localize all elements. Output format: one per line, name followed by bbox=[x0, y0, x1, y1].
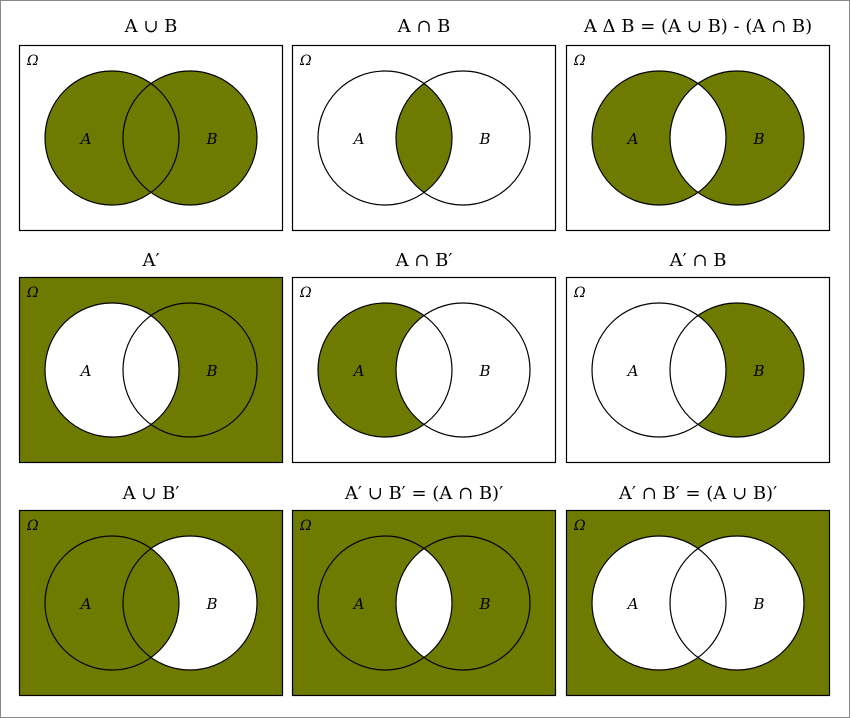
set-a-label: A bbox=[626, 595, 639, 613]
universe-border bbox=[18, 44, 284, 232]
venn-panel: Ω A B bbox=[18, 276, 284, 464]
set-a-label: A bbox=[352, 362, 365, 380]
intersection-region bbox=[670, 71, 726, 205]
set-a-label: A bbox=[352, 595, 365, 613]
panel-title: A′ ∪ B′ = (A ∩ B)′ bbox=[344, 483, 504, 504]
intersection-region bbox=[670, 303, 726, 437]
venn-panel: Ω A B bbox=[291, 44, 557, 232]
intersection-region bbox=[123, 71, 179, 205]
set-a-label: A bbox=[352, 130, 365, 148]
set-a-outline bbox=[44, 535, 180, 671]
set-a-outline bbox=[317, 70, 453, 206]
set-a-outline bbox=[317, 535, 453, 671]
set-a-outline bbox=[591, 535, 727, 671]
panel-title: A′ ∩ B′ = (A ∪ B)′ bbox=[618, 483, 778, 504]
panel-title: A ∪ B′ bbox=[122, 483, 180, 504]
universe-label: Ω bbox=[26, 53, 39, 69]
universe-label: Ω bbox=[299, 53, 312, 69]
set-a-label: A bbox=[79, 130, 92, 148]
universe-border bbox=[565, 44, 831, 232]
universe-border bbox=[291, 44, 557, 232]
intersection-region bbox=[396, 303, 452, 437]
intersection-region bbox=[123, 536, 179, 670]
set-b-label: B bbox=[205, 595, 217, 613]
set-b-label: B bbox=[478, 362, 490, 380]
panel-title: A ∩ B bbox=[397, 16, 451, 37]
intersection-region bbox=[396, 71, 452, 205]
set-a-outline bbox=[317, 302, 453, 438]
venn-panel: Ω A B bbox=[565, 44, 831, 232]
universe-border bbox=[18, 276, 284, 464]
set-b-outline bbox=[669, 302, 805, 438]
universe-border bbox=[565, 509, 831, 697]
panel-title: A′ bbox=[142, 250, 160, 271]
universe-label: Ω bbox=[26, 285, 39, 301]
set-b-label: B bbox=[752, 595, 764, 613]
set-a-label: A bbox=[79, 595, 92, 613]
set-b-outline bbox=[669, 535, 805, 671]
set-b-outline bbox=[122, 535, 258, 671]
set-b-outline bbox=[669, 70, 805, 206]
set-a-outline bbox=[591, 302, 727, 438]
set-a-label: A bbox=[79, 362, 92, 380]
intersection-region bbox=[396, 536, 452, 670]
set-b-outline bbox=[122, 70, 258, 206]
venn-panel: Ω A B bbox=[565, 276, 831, 464]
set-b-label: B bbox=[752, 362, 764, 380]
set-b-outline bbox=[395, 302, 531, 438]
universe-label: Ω bbox=[299, 285, 312, 301]
set-b-outline bbox=[395, 535, 531, 671]
universe-border bbox=[565, 276, 831, 464]
venn-panel: Ω A B bbox=[291, 509, 557, 697]
set-b-label: B bbox=[752, 130, 764, 148]
venn-panel: Ω A B bbox=[291, 276, 557, 464]
universe-border bbox=[291, 276, 557, 464]
set-a-outline bbox=[44, 70, 180, 206]
set-b-outline bbox=[122, 302, 258, 438]
universe-border bbox=[18, 509, 284, 697]
venn-panel: Ω A B bbox=[565, 509, 831, 697]
universe-label: Ω bbox=[573, 53, 586, 69]
panel-title: A′ ∩ B bbox=[669, 250, 727, 271]
set-b-label: B bbox=[478, 595, 490, 613]
set-b-label: B bbox=[478, 130, 490, 148]
panel-title: A ∩ B′ bbox=[395, 250, 453, 271]
set-b-label: B bbox=[205, 362, 217, 380]
universe-border bbox=[291, 509, 557, 697]
venn-panel: Ω A B bbox=[18, 509, 284, 697]
set-a-outline bbox=[591, 70, 727, 206]
intersection-region bbox=[123, 303, 179, 437]
set-b-label: B bbox=[205, 130, 217, 148]
panel-title: A ∪ B bbox=[124, 16, 178, 37]
panel-title: A Δ B = (A ∪ B) - (A ∩ B) bbox=[583, 16, 813, 37]
set-b-outline bbox=[395, 70, 531, 206]
set-a-label: A bbox=[626, 362, 639, 380]
universe-label: Ω bbox=[26, 518, 39, 534]
universe-label: Ω bbox=[573, 285, 586, 301]
universe-label: Ω bbox=[299, 518, 312, 534]
venn-panel: Ω A B bbox=[18, 44, 284, 232]
set-a-label: A bbox=[626, 130, 639, 148]
set-a-outline bbox=[44, 302, 180, 438]
intersection-region bbox=[670, 536, 726, 670]
universe-label: Ω bbox=[573, 518, 586, 534]
